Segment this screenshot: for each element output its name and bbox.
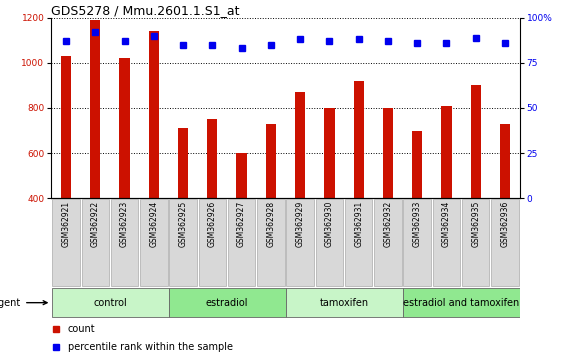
Bar: [90, 20, 100, 198]
Text: GSM362933: GSM362933: [413, 201, 422, 247]
Text: GSM362927: GSM362927: [237, 201, 246, 247]
Bar: [170, 199, 197, 286]
Bar: [404, 199, 431, 286]
Bar: [295, 92, 305, 198]
Bar: [374, 199, 401, 286]
Bar: [324, 108, 335, 198]
Bar: [119, 58, 130, 198]
Bar: [257, 199, 284, 286]
Text: GDS5278 / Mmu.2601.1.S1_at: GDS5278 / Mmu.2601.1.S1_at: [51, 4, 240, 17]
Text: GSM362928: GSM362928: [266, 201, 275, 247]
Text: GSM362922: GSM362922: [91, 201, 100, 247]
Text: GSM362926: GSM362926: [208, 201, 217, 247]
Bar: [53, 288, 170, 317]
Bar: [353, 81, 364, 198]
Bar: [236, 153, 247, 198]
Bar: [266, 124, 276, 198]
Bar: [491, 199, 518, 286]
Bar: [82, 199, 109, 286]
Bar: [316, 199, 343, 286]
Text: control: control: [93, 298, 127, 308]
Text: GSM362929: GSM362929: [296, 201, 305, 247]
Bar: [287, 199, 314, 286]
Text: agent: agent: [0, 298, 47, 308]
Text: percentile rank within the sample: percentile rank within the sample: [68, 342, 233, 352]
Bar: [170, 288, 287, 317]
Text: GSM362930: GSM362930: [325, 201, 334, 247]
Text: GSM362921: GSM362921: [62, 201, 71, 247]
Bar: [53, 199, 80, 286]
Bar: [140, 199, 167, 286]
Bar: [412, 131, 423, 198]
Bar: [287, 288, 404, 317]
Text: GSM362924: GSM362924: [149, 201, 158, 247]
Text: estradiol and tamoxifen: estradiol and tamoxifen: [403, 298, 519, 308]
Text: GSM362931: GSM362931: [354, 201, 363, 247]
Text: GSM362936: GSM362936: [500, 201, 509, 247]
Text: estradiol: estradiol: [206, 298, 248, 308]
Bar: [404, 288, 521, 317]
Bar: [345, 199, 372, 286]
Text: GSM362932: GSM362932: [383, 201, 392, 247]
Bar: [500, 124, 510, 198]
Bar: [207, 119, 218, 198]
Text: count: count: [68, 324, 95, 334]
Bar: [199, 199, 226, 286]
Bar: [148, 31, 159, 198]
Bar: [383, 108, 393, 198]
Text: GSM362925: GSM362925: [179, 201, 188, 247]
Bar: [61, 56, 71, 198]
Bar: [471, 85, 481, 198]
Bar: [178, 128, 188, 198]
Text: GSM362935: GSM362935: [471, 201, 480, 247]
Text: GSM362923: GSM362923: [120, 201, 129, 247]
Bar: [441, 106, 452, 198]
Bar: [111, 199, 138, 286]
Bar: [228, 199, 255, 286]
Text: tamoxifen: tamoxifen: [319, 298, 369, 308]
Bar: [462, 199, 489, 286]
Text: GSM362934: GSM362934: [442, 201, 451, 247]
Bar: [433, 199, 460, 286]
